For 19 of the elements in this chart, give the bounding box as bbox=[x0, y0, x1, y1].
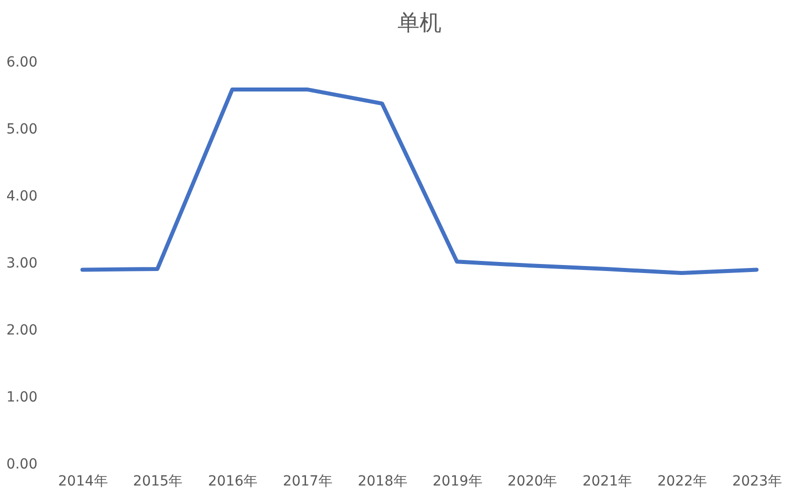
x-tick-label: 2019年 bbox=[432, 474, 482, 490]
x-tick-label: 2017年 bbox=[282, 474, 332, 490]
y-tick-label: 5.00 bbox=[6, 122, 38, 138]
x-tick-label: 2015年 bbox=[133, 474, 183, 490]
x-tick-label: 2018年 bbox=[358, 474, 408, 490]
y-tick-label: 3.00 bbox=[6, 256, 38, 272]
y-tick-label: 2.00 bbox=[6, 322, 38, 338]
x-tick-label: 2020年 bbox=[508, 474, 558, 490]
line-series bbox=[80, 87, 759, 276]
x-tick-label: 2023年 bbox=[732, 474, 782, 490]
x-tick-label: 2014年 bbox=[58, 474, 108, 490]
x-tick-label: 2016年 bbox=[208, 474, 258, 490]
y-tick-label: 1.00 bbox=[6, 390, 38, 406]
y-tick-label: 6.00 bbox=[6, 54, 38, 70]
x-tick-label: 2021年 bbox=[582, 474, 632, 490]
chart-title: 单机 bbox=[398, 11, 442, 36]
x-tick-label: 2022年 bbox=[657, 474, 707, 490]
y-tick-label: 0.00 bbox=[6, 456, 38, 472]
y-tick-label: 4.00 bbox=[6, 188, 38, 204]
